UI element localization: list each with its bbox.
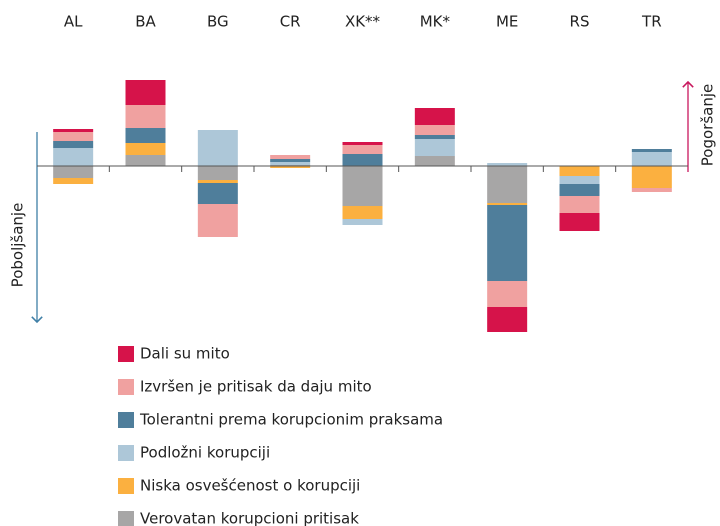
bar-segment — [631, 188, 672, 192]
x-tick-label: TR — [641, 13, 662, 31]
legend-label: Verovatan korupcioni pritisak — [140, 510, 359, 526]
legend-label: Dali su mito — [140, 345, 230, 363]
x-tick-label: BA — [135, 13, 156, 31]
bar-segment — [342, 219, 383, 225]
bar-segment — [53, 129, 94, 132]
bar-segment — [414, 156, 455, 166]
bar-segment — [125, 155, 166, 166]
bar-segment — [414, 135, 455, 139]
legend-label: Izvršen je pritisak da daju mito — [140, 378, 372, 396]
bar-segment — [125, 105, 166, 128]
bar-segment — [414, 139, 455, 156]
bar-segment — [270, 162, 311, 165]
x-tick-label: CR — [280, 13, 301, 31]
bar-segment — [414, 125, 455, 135]
bar-segment — [125, 80, 166, 105]
bar-segment — [197, 130, 238, 166]
bar-segment — [487, 281, 528, 307]
bar-segment — [559, 196, 600, 213]
bar-segment — [197, 166, 238, 180]
bar-segment — [53, 141, 94, 148]
bar-segment — [559, 176, 600, 184]
bar-segment — [197, 204, 238, 237]
legend-label: Niska osvešćenost o korupciji — [140, 477, 360, 495]
legend-swatch — [118, 511, 134, 526]
bar-segment — [559, 213, 600, 231]
bar-segment — [125, 128, 166, 143]
down-label: Poboljšanje — [9, 203, 27, 288]
legend-swatch — [118, 379, 134, 395]
bar-segment — [414, 108, 455, 125]
bar-segment — [342, 142, 383, 145]
bar-segment — [342, 206, 383, 219]
bar-segment — [487, 163, 528, 166]
bar-segment — [53, 166, 94, 178]
legend-swatch — [118, 445, 134, 461]
bar-segment — [631, 149, 672, 152]
up-label: Pogoršanje — [699, 84, 717, 166]
bar-segment — [197, 180, 238, 183]
x-tick-label: MK* — [420, 13, 451, 31]
legend-swatch — [118, 346, 134, 362]
bar-segment — [559, 166, 600, 176]
x-tick-label: XK** — [345, 13, 381, 31]
bar-segment — [631, 152, 672, 166]
bar-segment — [487, 166, 528, 203]
x-tick-label: RS — [570, 13, 590, 31]
x-tick-label: ME — [496, 13, 518, 31]
x-tick-label: BG — [207, 13, 229, 31]
bar-segment — [487, 203, 528, 205]
bar-segment — [487, 205, 528, 281]
bar-segment — [53, 178, 94, 184]
bar-segment — [125, 143, 166, 155]
bar-segment — [270, 155, 311, 159]
bar-segment — [342, 154, 383, 166]
bar-segment — [631, 166, 672, 188]
bar-segment — [559, 184, 600, 196]
bar-segment — [53, 132, 94, 141]
bar-segment — [342, 145, 383, 154]
legend-label: Tolerantni prema korupcionim praksama — [139, 411, 443, 429]
bar-segment — [487, 307, 528, 332]
bar-segment — [270, 159, 311, 162]
legend-label: Podložni korupciji — [140, 444, 270, 462]
legend-swatch — [118, 412, 134, 428]
bar-segment — [342, 166, 383, 206]
bar-segment — [270, 166, 311, 168]
x-tick-label: AL — [64, 13, 83, 31]
bar-segment — [53, 148, 94, 166]
legend-swatch — [118, 478, 134, 494]
bar-segment — [197, 183, 238, 204]
